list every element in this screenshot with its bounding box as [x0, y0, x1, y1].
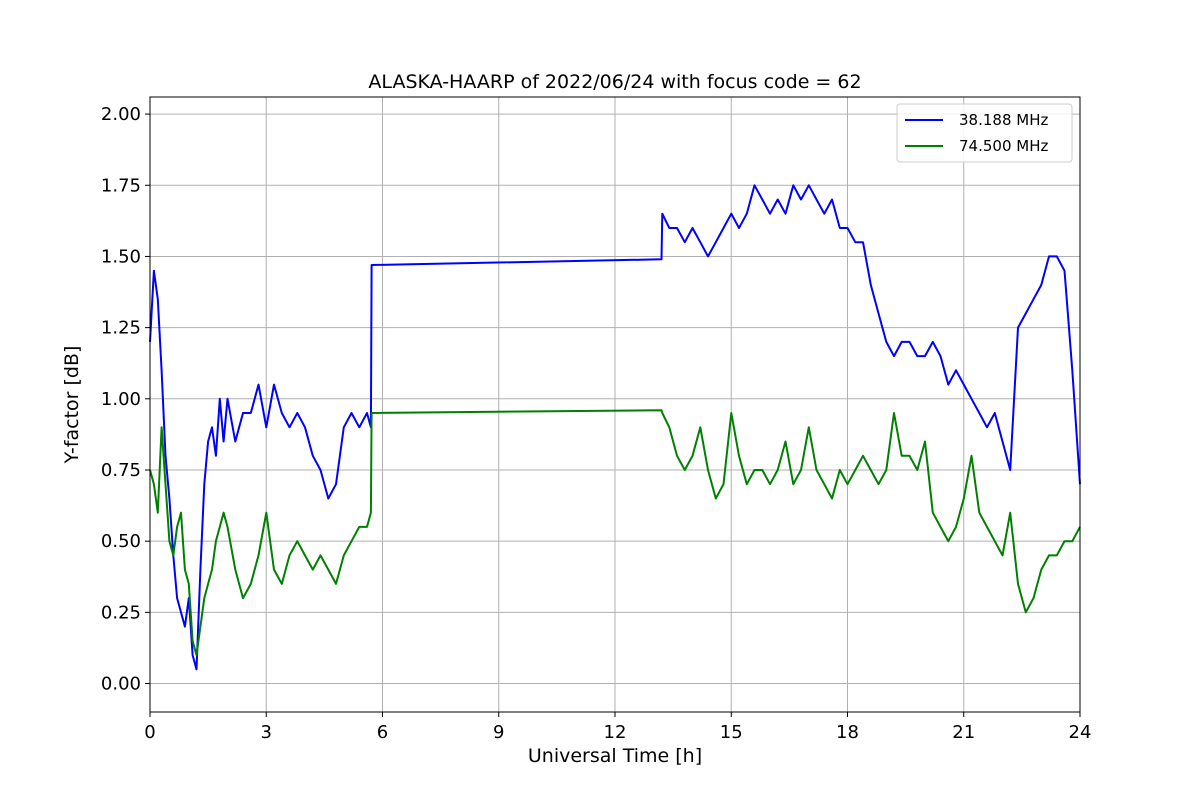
- y-tick-label: 0.00: [101, 674, 141, 695]
- y-tick-label: 0.50: [101, 531, 141, 552]
- x-tick-label: 21: [952, 722, 975, 743]
- x-tick-label: 15: [720, 722, 743, 743]
- x-tick-label: 3: [261, 722, 272, 743]
- x-tick-label: 24: [1069, 722, 1092, 743]
- legend-box: [896, 103, 1073, 163]
- legend-entry: 74.500 MHz: [959, 137, 1048, 155]
- y-axis-label: Y-factor [dB]: [61, 346, 83, 465]
- tick-layer: 0 3 6 9 12 15 18 21 24 0.00 0.25 0.50 0.75 1.00 1.25 1.…: [101, 104, 1092, 743]
- x-tick-label: 18: [836, 722, 859, 743]
- x-tick-label: 12: [604, 722, 627, 743]
- series-line-1: [149, 184, 1081, 671]
- y-tick-label: 2.00: [101, 104, 141, 125]
- y-tick-label: 1.50: [101, 246, 141, 267]
- chart-title: ALASKA-HAARP of 2022/06/24 with focus co…: [368, 71, 861, 93]
- y-tick-label: 1.25: [101, 318, 141, 339]
- legend-entry: 38.188 MHz: [959, 111, 1048, 129]
- y-tick-label: 0.25: [101, 602, 141, 623]
- x-tick-label: 6: [377, 722, 388, 743]
- x-tick-label: 9: [493, 722, 504, 743]
- grid-layer: [149, 97, 1081, 712]
- series-line-2: [149, 409, 1081, 657]
- chart-legend: 38.188 MHz 74.500 MHz: [896, 103, 1073, 163]
- x-tick-label: 0: [144, 722, 155, 743]
- y-tick-label: 1.75: [101, 175, 141, 196]
- y-tick-label: 0.75: [101, 460, 141, 481]
- series-layer: [149, 184, 1081, 671]
- y-tick-label: 1.00: [101, 389, 141, 410]
- x-axis-label: Universal Time [h]: [528, 745, 702, 767]
